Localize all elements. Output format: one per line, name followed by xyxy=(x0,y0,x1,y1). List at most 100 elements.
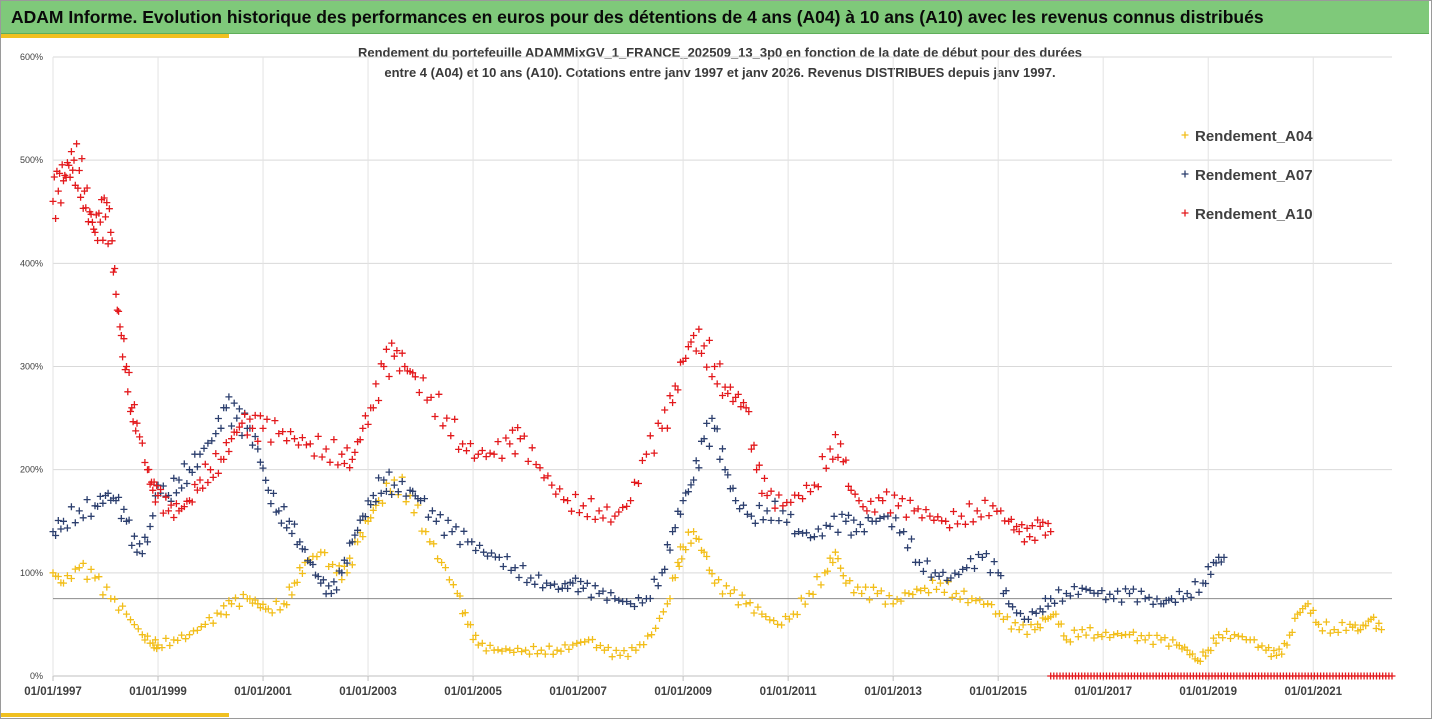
data-point xyxy=(279,428,287,436)
data-point xyxy=(854,583,862,591)
data-point xyxy=(671,574,679,582)
data-point xyxy=(410,509,418,517)
data-point xyxy=(671,382,679,390)
data-point xyxy=(1372,625,1380,632)
data-point xyxy=(115,606,123,614)
data-point xyxy=(817,581,825,589)
data-point xyxy=(79,559,87,567)
data-point xyxy=(540,474,548,482)
data-point xyxy=(1179,595,1187,603)
data-point xyxy=(1015,626,1023,634)
data-point xyxy=(892,514,900,522)
data-point xyxy=(141,636,149,644)
data-point xyxy=(549,650,557,658)
data-point xyxy=(674,559,682,566)
data-point xyxy=(52,532,60,539)
data-point xyxy=(814,525,822,533)
data-point xyxy=(897,597,905,605)
data-point xyxy=(1002,587,1010,595)
data-point xyxy=(604,644,612,651)
data-point xyxy=(952,590,960,597)
data-point xyxy=(145,466,153,473)
data-point xyxy=(259,464,267,472)
data-point xyxy=(572,574,579,582)
data-point xyxy=(850,589,858,597)
data-point xyxy=(232,594,239,602)
data-point xyxy=(771,504,779,512)
data-point xyxy=(533,650,541,658)
data-point xyxy=(1060,632,1068,640)
data-point xyxy=(650,575,658,583)
data-point xyxy=(1187,593,1195,601)
data-point xyxy=(1212,559,1220,567)
data-point xyxy=(831,431,839,439)
data-point xyxy=(60,579,67,587)
data-point xyxy=(438,559,446,566)
data-point xyxy=(956,595,964,603)
data-point xyxy=(424,513,432,521)
data-point xyxy=(736,505,744,513)
data-point xyxy=(388,491,396,498)
data-point xyxy=(314,573,322,580)
data-point xyxy=(385,468,393,476)
data-point xyxy=(837,564,845,572)
data-point xyxy=(132,427,140,435)
data-point xyxy=(700,435,708,443)
data-point xyxy=(75,167,83,174)
data-point xyxy=(67,503,75,511)
data-point xyxy=(54,187,62,195)
data-point xyxy=(1258,642,1266,650)
data-point xyxy=(478,447,486,454)
data-point xyxy=(914,505,922,513)
data-point xyxy=(276,606,284,614)
data-point xyxy=(509,426,516,434)
data-point xyxy=(120,335,128,343)
data-point xyxy=(188,498,196,506)
data-point xyxy=(522,646,530,654)
data-point xyxy=(851,490,859,498)
data-point xyxy=(687,481,695,489)
data-point xyxy=(225,393,233,401)
data-point xyxy=(599,514,607,522)
data-point xyxy=(1066,638,1074,646)
data-point xyxy=(482,453,490,461)
data-point xyxy=(369,492,377,499)
data-point xyxy=(291,520,298,528)
data-point xyxy=(632,646,640,654)
data-point xyxy=(207,466,214,474)
data-point xyxy=(330,578,338,586)
data-point xyxy=(1273,651,1280,659)
data-point xyxy=(1015,528,1023,536)
data-point xyxy=(1141,595,1149,603)
data-point xyxy=(205,614,213,622)
x-tick-label: 01/01/2003 xyxy=(339,686,397,698)
data-point xyxy=(1165,642,1173,650)
data-point xyxy=(346,464,354,472)
data-point xyxy=(564,585,572,592)
data-point xyxy=(814,483,822,491)
data-point xyxy=(716,360,724,368)
data-point xyxy=(520,432,528,440)
data-point xyxy=(1318,627,1326,635)
data-point xyxy=(214,469,222,477)
data-point xyxy=(759,516,767,524)
legend-marker xyxy=(1181,209,1189,217)
data-point xyxy=(153,482,161,490)
series-rendement_a10 xyxy=(49,140,1055,546)
data-point xyxy=(678,555,686,563)
data-point xyxy=(698,349,705,357)
data-point xyxy=(755,461,763,469)
data-point xyxy=(729,484,737,492)
data-point xyxy=(201,460,209,468)
data-point xyxy=(666,595,674,603)
data-point xyxy=(96,492,104,500)
legend-label: Rendement_A07 xyxy=(1195,167,1313,184)
data-point xyxy=(969,518,977,526)
data-point xyxy=(486,449,494,457)
data-point xyxy=(74,184,82,192)
data-point xyxy=(136,540,144,548)
data-point xyxy=(327,590,335,597)
data-point xyxy=(343,559,351,567)
data-point xyxy=(398,478,406,485)
data-point xyxy=(107,228,115,236)
